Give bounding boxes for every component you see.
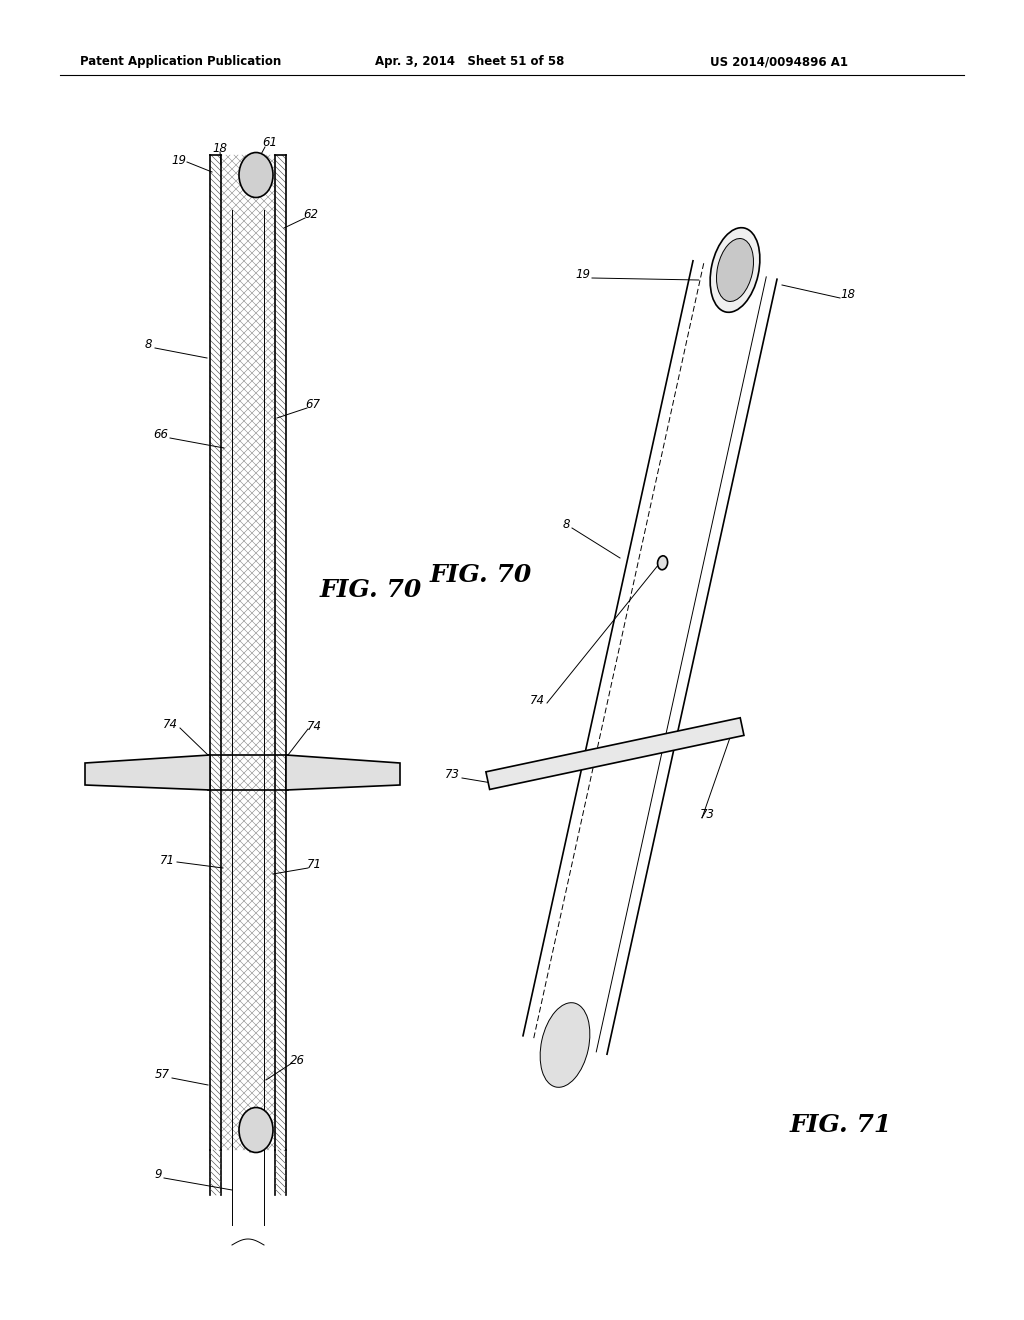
- Text: 71: 71: [307, 858, 322, 871]
- Text: 73: 73: [100, 763, 115, 776]
- Text: 74: 74: [530, 693, 545, 706]
- Text: 62: 62: [303, 209, 318, 222]
- Text: 73: 73: [445, 768, 460, 781]
- Text: 19: 19: [575, 268, 590, 281]
- Text: 74: 74: [307, 719, 322, 733]
- Polygon shape: [286, 755, 400, 789]
- Text: FIG. 70: FIG. 70: [430, 564, 532, 587]
- Ellipse shape: [239, 1107, 273, 1152]
- Text: 66: 66: [153, 429, 168, 441]
- Text: FIG. 71: FIG. 71: [790, 1113, 892, 1137]
- Text: US 2014/0094896 A1: US 2014/0094896 A1: [710, 55, 848, 69]
- Ellipse shape: [657, 556, 668, 570]
- Text: 71: 71: [160, 854, 175, 866]
- Text: 8: 8: [562, 519, 570, 532]
- Ellipse shape: [717, 239, 754, 301]
- Text: 73: 73: [700, 808, 715, 821]
- Text: Apr. 3, 2014   Sheet 51 of 58: Apr. 3, 2014 Sheet 51 of 58: [375, 55, 564, 69]
- Text: 9: 9: [155, 1168, 162, 1181]
- Text: 19: 19: [171, 153, 186, 166]
- Text: 61: 61: [262, 136, 278, 149]
- Polygon shape: [486, 718, 744, 789]
- Ellipse shape: [710, 227, 760, 313]
- Ellipse shape: [540, 1003, 590, 1088]
- Text: FIG. 70: FIG. 70: [319, 578, 422, 602]
- Polygon shape: [85, 755, 210, 789]
- Text: 59: 59: [250, 1135, 265, 1148]
- Ellipse shape: [239, 153, 273, 198]
- Text: Patent Application Publication: Patent Application Publication: [80, 55, 282, 69]
- Text: 74: 74: [163, 718, 178, 731]
- Text: 18: 18: [840, 289, 855, 301]
- Text: 18: 18: [212, 141, 227, 154]
- Text: 57: 57: [155, 1068, 170, 1081]
- Text: 8: 8: [144, 338, 152, 351]
- Text: 67: 67: [305, 399, 319, 412]
- Text: 26: 26: [290, 1053, 305, 1067]
- Text: 73: 73: [348, 762, 362, 775]
